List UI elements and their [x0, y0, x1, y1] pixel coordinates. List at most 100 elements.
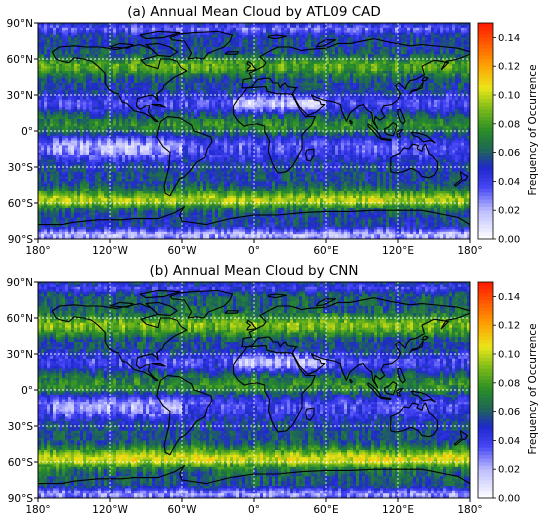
coastline-greenland: [169, 30, 233, 60]
coastline-cuba: [151, 363, 166, 367]
x-tick-label: 180°: [25, 245, 50, 257]
colorbar-tick-label: 0.04: [498, 177, 520, 188]
coastline-cuba: [151, 104, 166, 108]
coastline-java: [379, 396, 392, 401]
coastline-iceland: [224, 51, 239, 55]
colorbar-tick-label: 0.04: [498, 436, 520, 447]
coastline-japan: [409, 340, 424, 354]
coastline-madagascar: [305, 407, 315, 421]
panel-b-title: (b) Annual Mean Cloud by CNN: [38, 263, 470, 279]
colorbar-tick-label: 0.06: [498, 407, 520, 418]
map-axes: 180° 120°W 60°W 0° 60°E 120°E 180° 90°N 60°N 30°N…: [7, 277, 483, 516]
coastline-philippines: [397, 367, 406, 384]
coastline-new-guinea: [410, 131, 436, 144]
coastline-baffin-island: [145, 42, 178, 58]
coastline-sumatra: [367, 123, 382, 139]
panel-a: (a) Annual Mean Cloud by ATL09 CAD 180° 1…: [7, 4, 539, 257]
y-tick-label: 90°N: [7, 277, 33, 289]
graticule: [38, 23, 470, 239]
y-tick-label: 30°N: [7, 349, 33, 361]
y-tick-label: 90°N: [7, 18, 33, 30]
colorbar-tick-label: 0.08: [498, 378, 520, 389]
colorbar-tick-label: 0.00: [498, 235, 520, 246]
y-tick-label: 0°: [21, 126, 33, 138]
colorbar-tick-label: 0.00: [498, 494, 520, 505]
x-tick-label: 60°W: [168, 245, 198, 257]
coastline-north-america: [51, 303, 188, 381]
colorbar-tick-label: 0.08: [498, 119, 520, 130]
coastline-hokkaido: [421, 335, 429, 341]
panel-b: (b) Annual Mean Cloud by CNN 180° 120°W 60…: [0, 259, 550, 518]
panel-a-title: (a) Annual Mean Cloud by ATL09 CAD: [38, 4, 470, 20]
coastline-java: [379, 137, 392, 142]
coastline-australia: [390, 143, 439, 179]
coastline-sumatra: [367, 382, 382, 398]
panel-b-map: 180° 120°W 60°W 0° 60°E 120°E 180° 90°N 60°N 30°N…: [7, 277, 521, 516]
coastline-eurasia-africa: [241, 38, 470, 130]
coastline-philippines: [397, 108, 406, 125]
coastline-victoria-island: [109, 42, 134, 49]
coastlines: [38, 30, 470, 226]
y-tick-label: 60°S: [8, 457, 34, 469]
colorbar-tick-label: 0.10: [498, 91, 520, 102]
x-tick-label: 120°E: [382, 245, 414, 257]
y-tick-label: 60°N: [7, 313, 33, 325]
coastline-sri-lanka: [349, 378, 353, 384]
cloud-frequency-field: [38, 282, 470, 498]
coastline-baffin-island: [145, 301, 178, 317]
coastline-victoria-island: [109, 301, 134, 308]
y-tick-label: 60°S: [8, 198, 34, 210]
colorbar: 0.00 0.02 0.04 0.06 0.08 0.10 0.12 0.14: [477, 281, 520, 505]
x-tick-label: 120°E: [382, 504, 414, 516]
coastline-north-america: [51, 44, 188, 122]
x-tick-label: 60°W: [168, 504, 198, 516]
coastline-novaya-zemlya: [315, 39, 337, 48]
colorbar-tick-label: 0.12: [498, 321, 520, 332]
coastlines: [38, 289, 470, 485]
coastline-sulawesi: [396, 388, 404, 397]
coastline-new-zealand: [453, 430, 469, 446]
x-tick-label: 60°E: [313, 504, 338, 516]
y-tick-label: 90°S: [8, 493, 34, 505]
coastline-new-zealand: [453, 171, 469, 187]
map-axes: 180° 120°W 60°W 0° 60°E 120°E 180° 90°N 60°N 30°N…: [7, 18, 483, 257]
x-tick-label: 0°: [248, 504, 260, 516]
coastline-madagascar: [305, 148, 315, 162]
colorbar-tick-label: 0.06: [498, 148, 520, 159]
x-tick-label: 180°: [457, 245, 482, 257]
coastline-japan: [409, 81, 424, 95]
coastline-svalbard: [267, 293, 287, 299]
coastline-antarctica: [38, 465, 470, 485]
colorbar-tick-label: 0.12: [498, 62, 520, 73]
coastline-iceland: [224, 310, 239, 314]
coastline-svalbard: [267, 34, 287, 40]
coastline-novaya-zemlya: [315, 298, 337, 307]
graticule: [38, 282, 470, 498]
coastline-hokkaido: [421, 76, 429, 82]
y-tick-label: 30°S: [8, 162, 34, 174]
coastline-eurasia-africa: [241, 297, 470, 389]
coastline-new-guinea: [410, 390, 436, 403]
coastline-great-britain: [246, 319, 257, 331]
colorbar-tick-label: 0.02: [498, 206, 520, 217]
panel-b-colorbar-label: Frequency of Occurrence: [527, 319, 539, 459]
coastline-ellesmere: [139, 289, 181, 299]
colorbar: 0.00 0.02 0.04 0.06 0.08 0.10 0.12 0.14: [477, 22, 520, 246]
coastline-australia: [390, 402, 439, 438]
x-tick-label: 180°: [457, 504, 482, 516]
y-tick-label: 30°S: [8, 421, 34, 433]
panel-a-colorbar-label: Frequency of Occurrence: [527, 60, 539, 200]
y-tick-label: 90°S: [8, 234, 34, 246]
coastline-africa: [233, 86, 316, 174]
colorbar-tick-label: 0.10: [498, 350, 520, 361]
x-tick-label: 120°W: [92, 245, 128, 257]
coastline-sulawesi: [396, 129, 404, 138]
coastline-borneo: [384, 381, 398, 396]
cloud-frequency-field: [38, 23, 470, 239]
coastline-ellesmere: [139, 30, 181, 40]
y-tick-label: 0°: [21, 385, 33, 397]
x-tick-label: 180°: [25, 504, 50, 516]
x-tick-label: 60°E: [313, 245, 338, 257]
coastline-sri-lanka: [349, 119, 353, 125]
y-tick-label: 60°N: [7, 54, 33, 66]
